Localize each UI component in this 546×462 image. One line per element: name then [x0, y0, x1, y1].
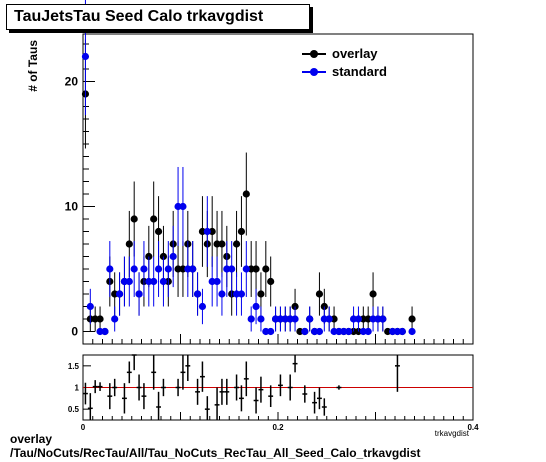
standard-point [150, 277, 158, 286]
standard-point [198, 302, 207, 311]
standard-point [325, 315, 333, 323]
ratio-y-tick-label: 0.5 [68, 405, 80, 414]
legend: overlay standard [298, 46, 408, 86]
standard-point [125, 277, 133, 286]
plot-title: TauJetsTau Seed Calo trkavgdist [14, 8, 264, 25]
overlay-point [237, 227, 246, 236]
ratio-x-tick-label: 0.2 [272, 423, 284, 432]
standard-point [111, 315, 119, 323]
footer-line2: /Tau/NoCuts/RecTau/All/Tau_NoCuts_RecTau… [10, 446, 421, 460]
legend-label-standard: standard [332, 64, 387, 79]
standard-point [267, 327, 275, 336]
legend-marker-standard [310, 68, 318, 76]
standard-point [247, 315, 255, 323]
standard-point [135, 290, 143, 298]
standard-point [228, 265, 236, 273]
overlay-point [125, 240, 133, 248]
footer-line1: overlay [10, 432, 53, 446]
standard-point [81, 52, 90, 61]
standard-point [379, 315, 387, 323]
overlay-point [150, 215, 158, 223]
standard-point [130, 265, 138, 273]
overlay-point [369, 290, 377, 298]
standard-point [203, 227, 211, 236]
overlay-point [252, 265, 260, 273]
standard-point [301, 327, 309, 336]
legend-entry-standard: standard [298, 64, 408, 80]
overlay-point [242, 190, 250, 198]
legend-entry-overlay: overlay [298, 46, 408, 62]
standard-point [291, 315, 299, 323]
standard-point [315, 327, 324, 336]
standard-point [408, 327, 416, 336]
standard-point [306, 315, 314, 323]
standard-point [257, 315, 265, 323]
standard-point [115, 290, 124, 298]
standard-point [354, 315, 363, 323]
overlay-point [267, 277, 275, 286]
overlay-point [130, 215, 138, 223]
standard-point [218, 290, 226, 298]
legend-marker-overlay [310, 50, 318, 58]
ratio-x-tick-label: 0 [81, 423, 86, 432]
overlay-point [315, 290, 324, 298]
y-tick-label: 20 [65, 75, 79, 89]
ratio-y-tick-label: 1 [75, 384, 80, 393]
main-plot: 0 10 20 # of Taus [26, 0, 474, 345]
overlay-point [218, 240, 226, 248]
legend-label-overlay: overlay [332, 46, 378, 61]
y-axis-label: # of Taus [26, 40, 40, 92]
overlay-point [232, 240, 241, 248]
x-axis-label: trkavgdist [435, 429, 470, 438]
overlay-point [262, 265, 270, 273]
standard-point [154, 265, 163, 273]
ratio-x-tick-label: 0.4 [467, 423, 479, 432]
standard-point [106, 265, 114, 273]
overlay-point [408, 315, 416, 323]
standard-point [169, 252, 177, 261]
standard-point [86, 302, 94, 311]
standard-point [140, 265, 148, 273]
standard-point [345, 327, 353, 336]
main-frame [82, 33, 474, 345]
y-tick-label: 0 [71, 325, 78, 339]
standard-point [252, 302, 260, 311]
standard-point [164, 265, 172, 273]
standard-point [364, 327, 372, 336]
y-tick-label: 10 [65, 200, 79, 214]
standard-point [242, 265, 250, 273]
standard-point [237, 290, 246, 298]
overlay-point [154, 227, 163, 236]
standard-point [101, 327, 109, 336]
ratio-y-tick-label: 1.5 [68, 362, 80, 371]
standard-point [179, 202, 187, 211]
overlay-point [257, 290, 265, 298]
standard-point [213, 277, 221, 286]
standard-point [193, 290, 202, 298]
standard-point [159, 277, 168, 286]
title-box: TauJetsTau Seed Calo trkavgdist [6, 4, 310, 30]
standard-point [189, 265, 197, 273]
overlay-point [96, 315, 104, 323]
standard-point [398, 327, 406, 336]
